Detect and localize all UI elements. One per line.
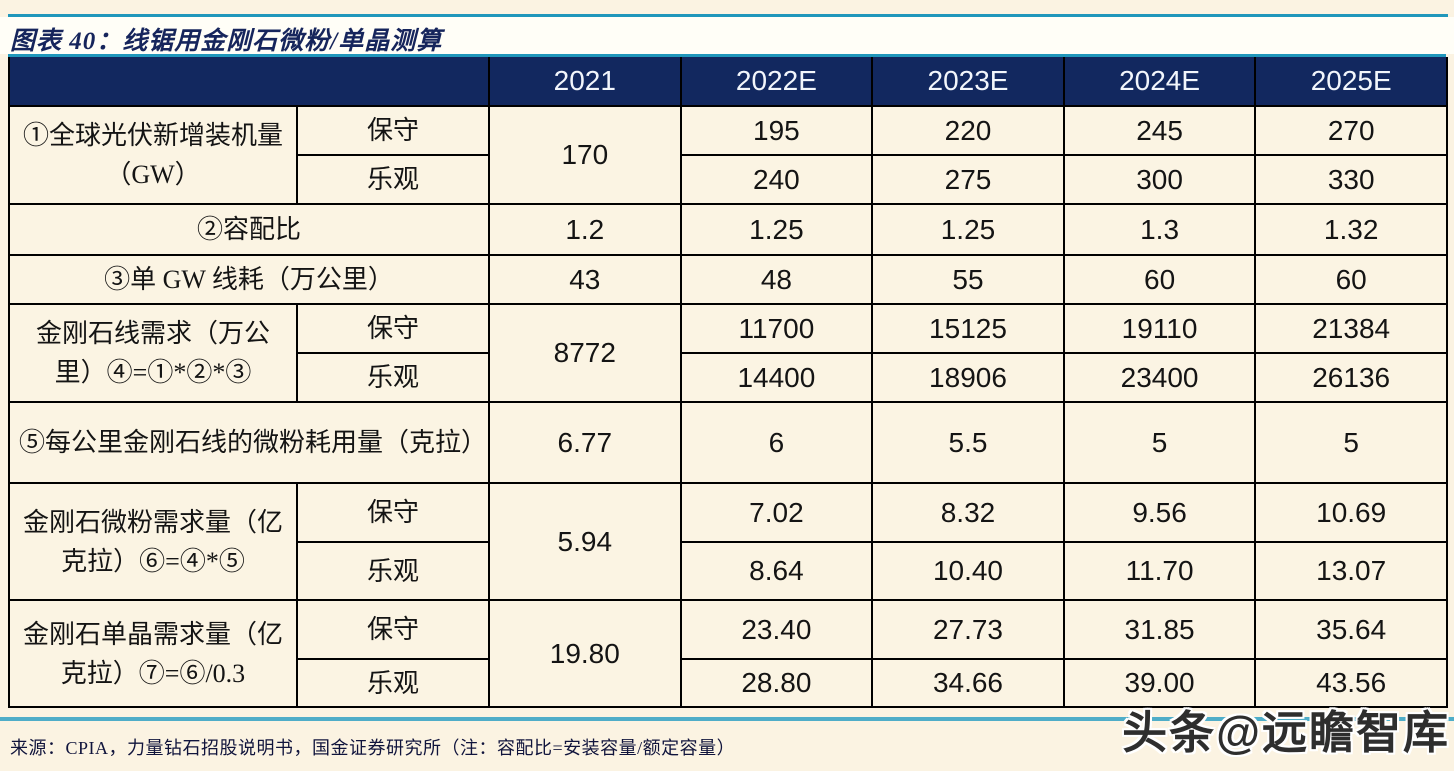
scenario-label: 保守 (296, 105, 490, 156)
value-cell: 1.2 (488, 203, 682, 256)
table-row: 乐观 8.64 10.40 11.70 13.07 (9, 541, 1448, 601)
scenario-label: 乐观 (296, 541, 490, 601)
value-cell: 5 (1062, 401, 1257, 484)
value-cell: 245 (1062, 105, 1257, 156)
value-cell: 13.07 (1254, 541, 1448, 601)
value-cell: 170 (488, 105, 682, 205)
row-label: ⑤每公里金刚石线的微粉耗用量（克拉） (8, 401, 490, 484)
row-label: ①全球光伏新增装机量（GW） (8, 105, 298, 205)
value-cell: 26136 (1254, 352, 1448, 403)
scenario-label: 乐观 (296, 352, 490, 403)
value-cell: 23400 (1062, 352, 1257, 403)
value-cell: 11.70 (1062, 541, 1257, 601)
table-row: 乐观 240 275 300 330 (9, 154, 1448, 205)
value-cell: 10.40 (871, 541, 1065, 601)
table-row: ①全球光伏新增装机量（GW） 保守 170 195 220 245 270 (8, 105, 1448, 205)
year-header: 2022E (679, 57, 874, 107)
value-cell: 1.25 (679, 203, 874, 256)
table-header-row: 2021 2022E 2023E 2024E 2025E (8, 57, 1448, 107)
table-row: 金刚石线需求（万公里）④=①*②*③ 保守 8772 11700 15125 1… (8, 303, 1448, 403)
value-cell: 1.32 (1254, 203, 1448, 256)
value-cell: 19.80 (488, 599, 682, 708)
value-cell: 5.5 (871, 401, 1065, 484)
header-empty-cell (8, 57, 490, 107)
value-cell: 9.56 (1062, 482, 1257, 543)
source-note: 来源：CPIA，力量钻石招股说明书，国金证券研究所（注：容配比=安装容量/额定容… (10, 738, 736, 758)
value-cell: 27.73 (871, 599, 1065, 660)
value-cell: 6.77 (488, 401, 682, 484)
value-cell: 43.56 (1254, 658, 1448, 708)
value-cell: 55 (871, 254, 1065, 305)
year-header: 2024E (1062, 57, 1257, 107)
year-header: 2025E (1254, 57, 1448, 107)
year-header: 2021 (488, 57, 682, 107)
table-row: ③单 GW 线耗（万公里） 43 48 55 60 60 (8, 254, 1448, 305)
value-cell: 21384 (1254, 303, 1448, 354)
year-header: 2023E (871, 57, 1065, 107)
row-label: 金刚石线需求（万公里）④=①*②*③ (8, 303, 298, 403)
value-cell: 5 (1254, 401, 1448, 484)
scenario-label: 乐观 (296, 154, 490, 205)
value-cell: 19110 (1062, 303, 1257, 354)
table-row: 乐观 14400 18906 23400 26136 (9, 352, 1448, 403)
watermark-toutiao-yuanzhan: 头条@远瞻智库 (1122, 707, 1450, 758)
value-cell: 300 (1062, 154, 1257, 205)
value-cell: 39.00 (1062, 658, 1257, 708)
value-cell: 1.3 (1062, 203, 1257, 256)
table-row: 金刚石单晶需求量（亿克拉）⑦=⑥/0.3 保守 19.80 23.40 27.7… (8, 599, 1448, 708)
value-cell: 240 (679, 154, 874, 205)
value-cell: 10.69 (1254, 482, 1448, 543)
scenario-label: 保守 (296, 482, 490, 543)
value-cell: 48 (679, 254, 874, 305)
row-label: 金刚石单晶需求量（亿克拉）⑦=⑥/0.3 (8, 599, 298, 708)
scenario-label: 保守 (296, 599, 490, 660)
value-cell: 220 (871, 105, 1065, 156)
value-cell: 35.64 (1254, 599, 1448, 660)
value-cell: 7.02 (679, 482, 874, 543)
value-cell: 270 (1254, 105, 1448, 156)
scenario-label: 保守 (296, 303, 490, 354)
value-cell: 11700 (679, 303, 874, 354)
table-row: ②容配比 1.2 1.25 1.25 1.3 1.32 (8, 203, 1448, 256)
table-row: 乐观 28.80 34.66 39.00 43.56 (9, 658, 1448, 708)
value-cell: 8.64 (679, 541, 874, 601)
value-cell: 31.85 (1062, 599, 1257, 660)
value-cell: 275 (871, 154, 1065, 205)
value-cell: 28.80 (679, 658, 874, 708)
value-cell: 34.66 (871, 658, 1065, 708)
bottom-divider-rule (0, 717, 1454, 721)
top-divider-rule (8, 14, 1448, 17)
value-cell: 43 (488, 254, 682, 305)
value-cell: 60 (1254, 254, 1448, 305)
table-row: 金刚石微粉需求量（亿克拉）⑥=④*⑤ 保守 5.94 7.02 8.32 9.5… (8, 482, 1448, 601)
title-band (0, 17, 1454, 54)
value-cell: 8772 (488, 303, 682, 403)
value-cell: 1.25 (871, 203, 1065, 256)
row-label: 金刚石微粉需求量（亿克拉）⑥=④*⑤ (8, 482, 298, 601)
value-cell: 8.32 (871, 482, 1065, 543)
data-table: 2021 2022E 2023E 2024E 2025E ①全球光伏新增装机量（… (8, 54, 1448, 708)
value-cell: 18906 (871, 352, 1065, 403)
value-cell: 14400 (679, 352, 874, 403)
value-cell: 195 (679, 105, 874, 156)
scenario-label: 乐观 (296, 658, 490, 708)
value-cell: 60 (1062, 254, 1257, 305)
row-label: ②容配比 (8, 203, 490, 256)
table-row: ⑤每公里金刚石线的微粉耗用量（克拉） 6.77 6 5.5 5 5 (8, 401, 1448, 484)
value-cell: 15125 (871, 303, 1065, 354)
value-cell: 330 (1254, 154, 1448, 205)
value-cell: 6 (679, 401, 874, 484)
value-cell: 5.94 (488, 482, 682, 601)
row-label: ③单 GW 线耗（万公里） (8, 254, 490, 305)
page-title: 图表 40：线锯用金刚石微粉/单晶测算 (10, 28, 443, 55)
value-cell: 23.40 (679, 599, 874, 660)
